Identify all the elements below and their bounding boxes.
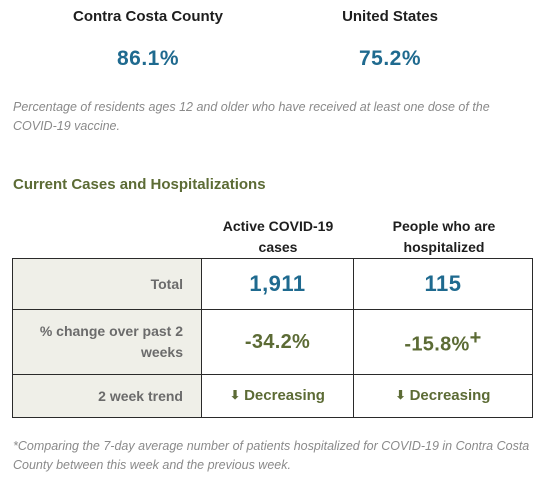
total-active-value: 1,911 xyxy=(249,271,306,296)
vaccination-note: Percentage of residents ages 12 and olde… xyxy=(13,100,490,133)
total-hospitalized-value: 115 xyxy=(424,271,462,296)
county-value: 86.1% xyxy=(116,47,180,70)
header-active-cases: Active COVID-19 cases xyxy=(222,218,334,255)
row-label-total: Total xyxy=(12,258,202,310)
trend-active-value: Decreasing xyxy=(244,387,325,404)
hospitalization-footnote: *Comparing the 7-day average number of p… xyxy=(13,439,530,472)
us-label: United States xyxy=(342,8,438,25)
change-active-value: -34.2% xyxy=(244,330,311,353)
trend-hospitalized-cell: ⬇ Decreasing xyxy=(353,374,533,418)
us-value: 75.2% xyxy=(358,47,422,70)
table-row-change: % change over past 2 weeks -34.2% -15.8%… xyxy=(12,309,533,375)
county-vaccination-stat: Contra Costa County 86.1% xyxy=(48,8,248,71)
row-label-trend: 2 week trend xyxy=(12,374,202,418)
change-hospitalized-value: -15.8% xyxy=(404,333,470,356)
row-label-change: % change over past 2 weeks xyxy=(12,309,202,375)
us-vaccination-stat: United States 75.2% xyxy=(290,8,490,71)
trend-hospitalized-value: Decreasing xyxy=(409,387,491,404)
arrow-down-icon: ⬇ xyxy=(230,388,241,402)
footnote-mark: + xyxy=(469,327,482,350)
change-hospitalized-cell: -15.8%+ xyxy=(353,309,533,375)
change-active-cell: -34.2% xyxy=(201,309,354,375)
arrow-down-icon: ⬇ xyxy=(395,388,406,402)
total-active-cell: 1,911 xyxy=(201,258,354,310)
table-row-trend: 2 week trend ⬇ Decreasing ⬇ Decreasing xyxy=(12,374,533,418)
section-title: Current Cases and Hospitalizations xyxy=(13,176,266,193)
county-label: Contra Costa County xyxy=(73,8,223,25)
cases-table: Total 1,911 115 % change over past 2 wee… xyxy=(12,258,533,418)
header-hospitalized: People who are hospitalized xyxy=(392,218,496,255)
trend-active-cell: ⬇ Decreasing xyxy=(201,374,354,418)
table-row-total: Total 1,911 115 xyxy=(12,258,533,310)
total-hospitalized-cell: 115 xyxy=(353,258,533,310)
